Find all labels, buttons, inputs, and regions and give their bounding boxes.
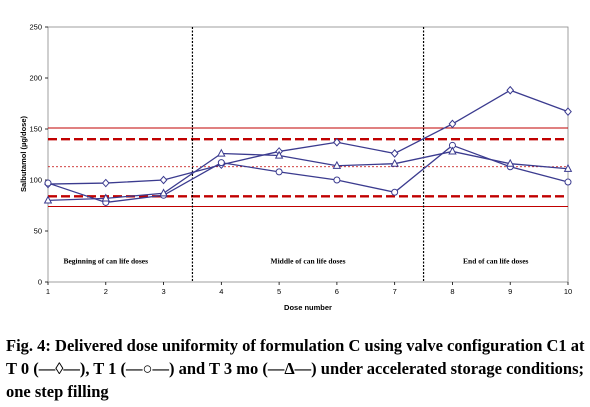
data-point-diamond (390, 149, 399, 158)
x-tick-label: 10 (564, 287, 572, 296)
data-point-triangle (448, 146, 457, 155)
x-tick-label: 9 (508, 287, 512, 296)
data-point-diamond (506, 85, 515, 95)
data-point-triangle (217, 148, 226, 157)
data-point-triangle (505, 158, 515, 167)
series-line-triangle (47, 150, 569, 202)
series-line-diamond (47, 89, 569, 185)
y-tick-label: 100 (29, 176, 42, 185)
x-tick-label: 2 (104, 287, 108, 296)
x-tick-label: 7 (393, 287, 397, 296)
data-point-triangle (390, 158, 399, 167)
data-point-diamond (101, 178, 110, 188)
data-point-circle (217, 159, 225, 167)
data-point-diamond (564, 107, 572, 117)
y-tick-label: 200 (29, 74, 42, 83)
segment-label: Beginning of can life doses (63, 257, 148, 266)
x-tick-label: 6 (335, 287, 339, 296)
data-point-circle (564, 178, 572, 186)
data-point-diamond (159, 175, 168, 185)
y-tick-label: 50 (34, 227, 42, 236)
data-point-diamond (333, 137, 341, 147)
y-axis-label: Salbutamol (µg/dose) (19, 116, 28, 192)
x-tick-label: 4 (219, 287, 223, 296)
figure-caption: Fig. 4: Delivered dose uniformity of for… (6, 336, 585, 401)
data-point-diamond (448, 119, 457, 129)
x-tick-label: 8 (450, 287, 454, 296)
y-tick-label: 0 (38, 278, 42, 287)
x-tick-label: 1 (46, 287, 50, 296)
y-tick-label: 150 (29, 125, 42, 134)
data-point-triangle (101, 193, 111, 202)
data-point-triangle (43, 195, 53, 204)
x-tick-label: 3 (161, 287, 165, 296)
chart: 0 50 100 150 200 250 1 2 3 4 5 6 7 8 9 10 Beginning of… (19, 23, 573, 312)
data-point-triangle (332, 160, 342, 169)
series-line-circle (47, 144, 569, 204)
data-point-triangle (274, 150, 284, 159)
x-tick-label: 5 (277, 287, 281, 296)
y-tick-label: 250 (29, 23, 42, 32)
segment-label: End of can life doses (463, 257, 529, 266)
data-point-circle (333, 176, 341, 184)
plot-area (47, 26, 569, 283)
data-point-triangle (563, 163, 573, 172)
x-axis-label: Dose number (284, 303, 332, 312)
data-point-circle (275, 168, 283, 176)
data-point-circle (44, 179, 52, 187)
data-point-circle (391, 188, 399, 196)
data-point-triangle (159, 188, 168, 197)
segment-label: Middle of can life doses (271, 257, 346, 266)
